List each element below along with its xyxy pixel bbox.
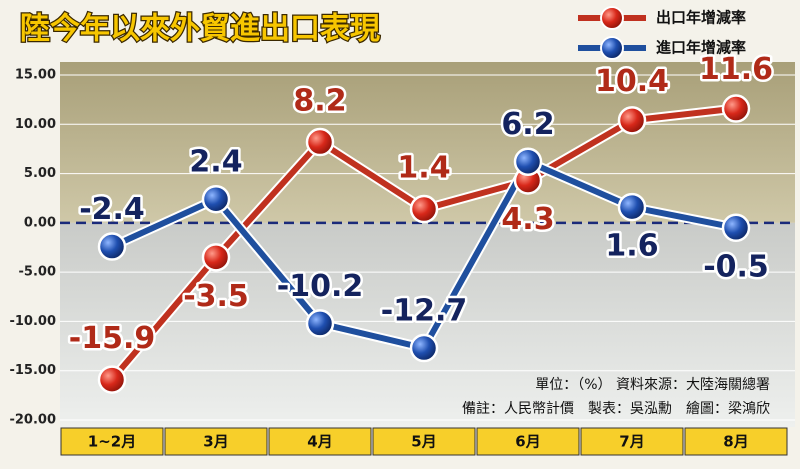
point (617, 192, 647, 222)
y-tick-label: 15.00 (15, 68, 56, 83)
legend-marker (600, 6, 624, 30)
data-label: 11.6 (699, 52, 773, 87)
y-tick-label: -15.00 (9, 363, 56, 378)
y-tick-label: -20.00 (9, 413, 56, 428)
note: 單位：（%） 資料來源：大陸海關總署 (535, 376, 770, 393)
data-label: 2.4 (189, 145, 242, 180)
category-cell (164, 427, 268, 456)
data-label: 4.3 (501, 202, 554, 237)
x-tick-label: 5月 (411, 433, 436, 451)
chart-title: 陸今年以來外貿進出口表現 (20, 12, 380, 47)
point (97, 232, 127, 261)
point (305, 127, 335, 157)
data-label: 1.4 (397, 151, 450, 186)
legend-label: 進口年增減率 (656, 39, 746, 57)
point (617, 106, 647, 135)
data-label: -10.2 (277, 269, 363, 304)
y-tick-label: -10.00 (9, 314, 56, 329)
negative-area (60, 222, 795, 427)
category-cell (372, 427, 476, 456)
x-tick-label: 7月 (619, 433, 644, 451)
y-tick-label: 10.00 (15, 117, 56, 132)
data-label: 6.2 (501, 107, 554, 142)
category-cell (60, 427, 164, 456)
x-tick-label: 3月 (203, 433, 228, 451)
y-tick-label: 5.00 (24, 166, 56, 181)
data-label: -15.9 (69, 321, 155, 356)
data-label: -12.7 (381, 294, 467, 329)
data-label: -0.5 (703, 249, 769, 284)
y-tick-label: 0.00 (24, 215, 56, 230)
point (721, 94, 751, 123)
legend-marker (600, 36, 624, 60)
x-tick-label: 6月 (515, 433, 540, 451)
y-tick-label: -5.00 (19, 265, 56, 280)
data-label: 1.6 (605, 229, 658, 264)
x-tick-label: 8月 (723, 433, 748, 451)
category-cell (580, 427, 684, 456)
note: 備註：人民幣計價 製表：吳泓勳 繪圖：梁鴻欣 (462, 400, 770, 417)
x-tick-label: 4月 (307, 433, 332, 451)
category-cell (268, 427, 372, 456)
point (305, 309, 335, 338)
category-cell (476, 427, 580, 456)
point (409, 194, 439, 224)
legend-label: 出口年增減率 (656, 9, 746, 27)
point (409, 333, 439, 363)
point (721, 213, 751, 243)
x-tick-label: 1~2月 (88, 433, 136, 451)
point (201, 184, 231, 214)
point (201, 243, 231, 272)
data-label: 8.2 (293, 84, 346, 119)
data-label: -3.5 (183, 279, 249, 314)
point (97, 365, 127, 394)
category-cell (684, 427, 788, 456)
data-label: 10.4 (595, 64, 669, 99)
point (513, 147, 543, 176)
data-label: -2.4 (79, 192, 145, 227)
